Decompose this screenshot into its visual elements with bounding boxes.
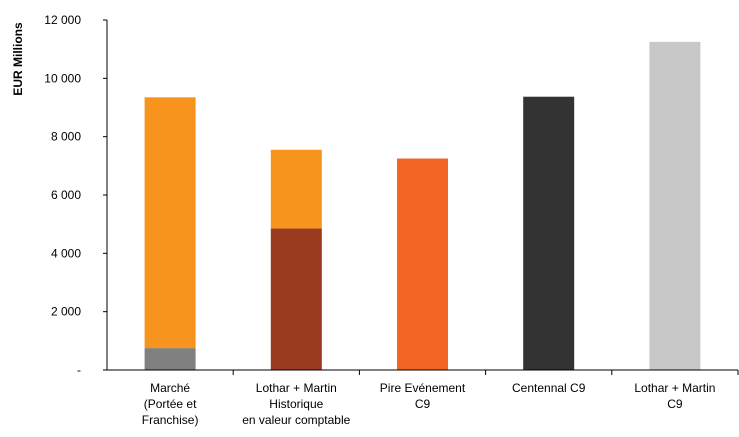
x-axis: Marché (Portée et Franchise) Lothar + Marti… [107, 369, 739, 427]
x-category-label: Lothar + Martin [634, 381, 715, 395]
y-tick-label: 10 000 [44, 71, 81, 85]
y-axis: - 2 000 4 000 6 000 8 000 10 000 12 000 [44, 13, 108, 377]
bar-segment-4-0 [649, 41, 701, 370]
y-tick-label: 6 000 [51, 188, 81, 202]
x-category-label: Lothar + Martin [256, 381, 337, 395]
y-tick-label: 8 000 [51, 130, 81, 144]
x-category-label: Marché [150, 381, 190, 395]
bars [144, 41, 701, 370]
y-tick-label: 12 000 [44, 13, 81, 27]
x-category-label: (Portée et [144, 397, 197, 411]
bar-segment-2-0 [397, 158, 448, 370]
y-axis-title: EUR Millions [11, 22, 25, 96]
x-category-label: en valeur comptable [242, 413, 350, 427]
x-category-label: Centennal C9 [512, 381, 586, 395]
x-category-label: C9 [667, 397, 683, 411]
x-category-label: C9 [415, 397, 431, 411]
bar-segment-1-1 [270, 149, 322, 229]
x-category-label: Historique [269, 397, 323, 411]
y-tick-label: - [77, 363, 81, 377]
bar-segment-3-0 [523, 96, 575, 370]
x-category-label: Pire Evénement [380, 381, 466, 395]
bar-segment-1-0 [270, 228, 322, 370]
y-tick-label: 2 000 [51, 305, 81, 319]
bar-segment-0-0 [144, 348, 196, 370]
x-category-label: Franchise) [142, 413, 199, 427]
y-tick-label: 4 000 [51, 246, 81, 260]
bar-segment-0-1 [144, 97, 196, 349]
